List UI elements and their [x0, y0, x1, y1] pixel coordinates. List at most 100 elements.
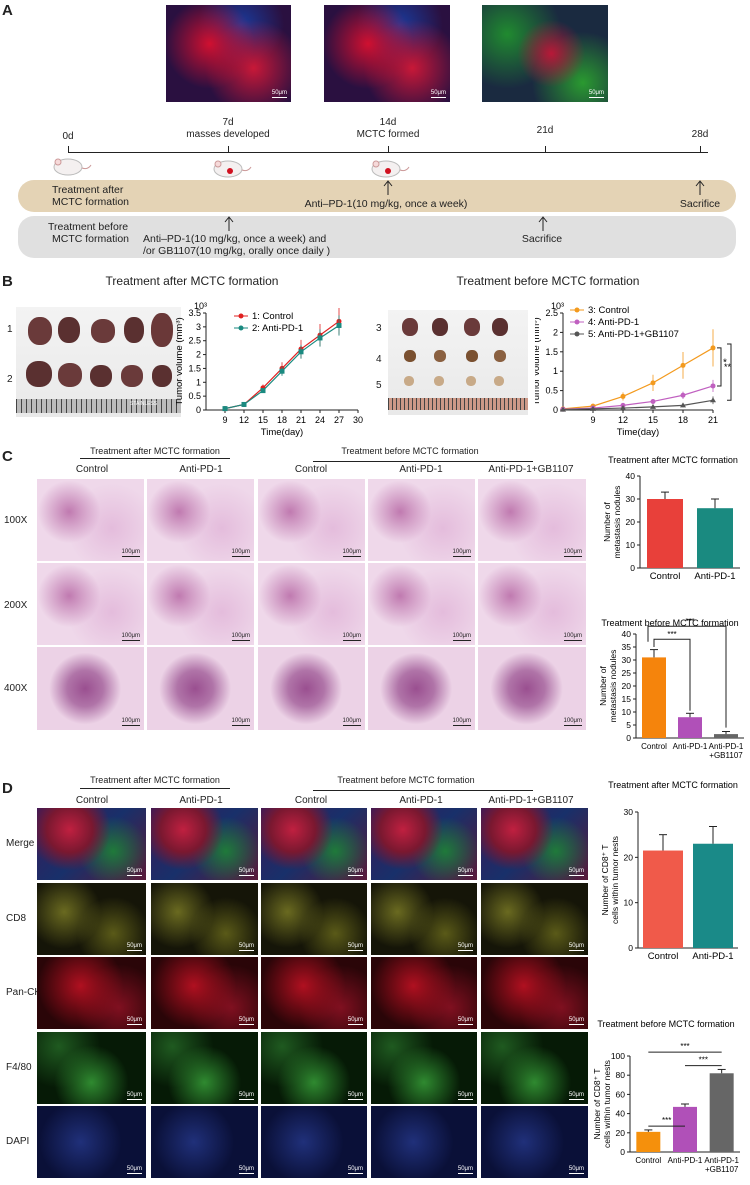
y-axis-label: Number of: [598, 666, 608, 706]
column-header: Anti-PD-1: [179, 464, 223, 475]
y-tick-label: 3.5: [188, 308, 201, 318]
panel-b-left-title: Treatment after MCTC formation: [105, 274, 279, 288]
scale-bar: 50μm: [568, 1017, 584, 1025]
scale-bar: 100μm: [121, 718, 140, 726]
row-label: 4: [376, 354, 382, 365]
column-header: Control: [294, 464, 328, 475]
column-header: Anti-PD-1+GB1107: [488, 464, 574, 475]
arrow-up-icon: [695, 180, 705, 195]
y-tick-label: 20: [624, 852, 634, 862]
fluorescence-image: 50μm: [371, 883, 477, 955]
tumor-photo-before: [388, 310, 528, 415]
scale-bar: 50μm: [347, 868, 363, 876]
scale-bar: 50μm: [126, 1017, 142, 1025]
data-point: [317, 335, 323, 341]
y-tick-label: 0.5: [188, 391, 201, 401]
data-point: [710, 383, 716, 389]
data-point: [650, 398, 656, 404]
significance-label: **: [724, 362, 732, 372]
fluorescence-image: 50μm: [481, 957, 588, 1029]
y-tick-label: 30: [626, 494, 636, 504]
y-tick-label: 2: [196, 350, 201, 360]
fluorescence-image: 50μm: [261, 808, 367, 880]
bar: [647, 499, 683, 568]
fluorescence-image: 50μm: [261, 1106, 367, 1178]
row-label: 2: [7, 374, 13, 385]
y-axis-label: Tumor volume (mm³): [535, 317, 542, 405]
chart-title: Treatment before MCTC formation: [597, 1019, 734, 1029]
y-tick-label: 0: [620, 1147, 625, 1157]
legend-label: 2: Anti-PD-1: [252, 323, 303, 334]
group-label-before: Treatment before MCTC formation: [341, 446, 479, 456]
significance-bracket: [717, 347, 722, 387]
y-tick-label: 100: [611, 1051, 625, 1061]
before-label: Treatment before: [48, 221, 129, 233]
y-tick-label: 1: [196, 377, 201, 387]
metastasis-chart-after: Treatment after MCTC formation 0 10 20 30 40 N…: [602, 455, 740, 582]
column-header: Control: [75, 464, 109, 475]
fluorescence-image: 50μm: [371, 1032, 477, 1104]
y-axis-label: Number of: [602, 502, 612, 542]
scale-bar: 50μm: [347, 1166, 363, 1174]
data-point: [298, 349, 304, 355]
chart-title: Treatment after MCTC formation: [608, 780, 738, 790]
tumor-volume-chart-before: 0 0.5 1 1.5 2 2.5 9 12 15 18 21 10³ Time(day) Tumor v…: [535, 301, 732, 438]
scale-bar: 100μm: [452, 718, 471, 726]
scale-bar: 50μm: [568, 868, 584, 876]
y-tick-label: 30: [624, 807, 634, 817]
day-label: 0d: [62, 131, 74, 142]
scale-bar: 50μm: [126, 1092, 142, 1100]
scale-bar: 50μm: [126, 943, 142, 951]
x-tick-label: 18: [678, 415, 688, 425]
he-micrograph: 100μm: [368, 647, 475, 730]
panel-label-b: B: [2, 273, 13, 290]
legend-label: 1: Control: [252, 311, 293, 322]
fluorescence-image: 50μm: [151, 957, 258, 1029]
mouse-icon: [53, 158, 92, 176]
data-point: [680, 362, 686, 368]
x-tick-label: 30: [353, 415, 363, 425]
treatment-after-band: [18, 180, 736, 212]
legend-label: 3: Control: [588, 305, 629, 316]
x-tick-label: 24: [315, 415, 325, 425]
fluorescence-image: 50μm: [371, 808, 477, 880]
scale-bar: 50μm: [238, 1166, 254, 1174]
fluorescence-image: 50μm: [37, 1032, 146, 1104]
row-label: 400X: [4, 683, 28, 694]
row-label: 1: [7, 324, 13, 335]
scale-bar: 50μm: [238, 868, 254, 876]
y-tick-label: 10: [624, 898, 634, 908]
he-micrograph: 100μm: [147, 563, 254, 645]
y-tick-label: 1.5: [188, 363, 201, 373]
x-axis-label: Time(day): [261, 427, 303, 438]
significance-bracket: [647, 625, 727, 728]
he-micrograph: 100μm: [478, 563, 586, 645]
arrow-up-icon: [224, 216, 234, 231]
y-tick-label: 0.5: [545, 386, 558, 396]
legend-marker: [574, 307, 580, 313]
day-note: MCTC formed: [356, 129, 420, 140]
data-point: [560, 406, 566, 412]
data-point: [650, 380, 656, 386]
scale-bar: 100μm: [342, 633, 361, 641]
scale-bar: 50μm: [271, 90, 287, 98]
chart-title: Treatment before MCTC formation: [601, 618, 738, 628]
data-point: [260, 388, 266, 394]
legend-marker: [574, 319, 580, 325]
scale-bar: 50μm: [238, 1017, 254, 1025]
x-tick-label: 9: [222, 415, 227, 425]
category-label: Anti-PD-1: [668, 1156, 703, 1165]
x-tick-label: 12: [618, 415, 628, 425]
category-label: Control: [650, 571, 681, 582]
fluorescence-image: 50μm: [481, 1032, 588, 1104]
category-label: Control: [635, 1156, 661, 1165]
after-regimen: Anti–PD-1(10 mg/kg, once a week): [304, 198, 468, 210]
x-tick-label: 18: [277, 415, 287, 425]
bar: [709, 1073, 734, 1152]
treatment-before-band: [18, 216, 736, 258]
fluorescence-image: 50μm: [151, 808, 258, 880]
cd8-chart-before: Treatment before MCTC formation 0 20 40 60 80…: [592, 1019, 740, 1174]
legend-marker: [238, 325, 244, 331]
fluorescence-image: 50μm: [151, 1106, 258, 1178]
x-tick-label: 15: [258, 415, 268, 425]
